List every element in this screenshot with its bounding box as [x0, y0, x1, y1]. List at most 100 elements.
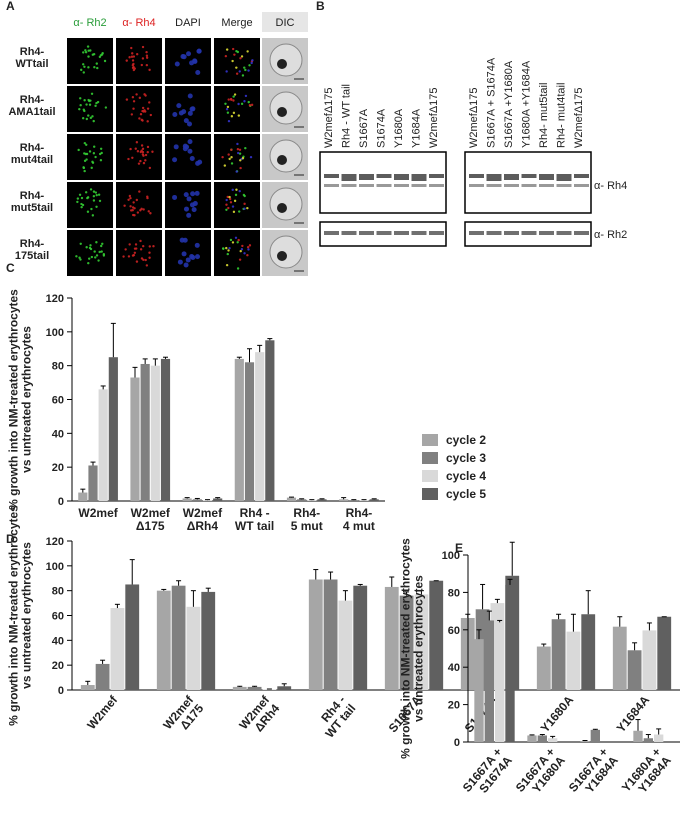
fluorescence-spot — [243, 252, 246, 255]
fluorescence-spot — [247, 69, 250, 72]
fluorescence-spot — [243, 194, 246, 198]
blot-band — [324, 231, 339, 235]
legend-swatch — [422, 434, 438, 446]
fluorescence-spot — [187, 93, 193, 99]
fluorescence-spot — [225, 198, 228, 202]
bar — [384, 586, 399, 690]
fluorescence-spot — [141, 150, 145, 154]
bar — [627, 650, 642, 690]
fluorescence-spot — [139, 159, 142, 163]
fluorescence-spot — [86, 196, 90, 199]
fluorescence-spot — [234, 236, 238, 239]
fluorescence-spot — [75, 255, 78, 258]
row-label: Rh4-WTtail — [16, 46, 49, 70]
fluorescence-spot — [83, 141, 87, 145]
fluorescence-spot — [246, 254, 249, 257]
fluorescence-spot — [243, 202, 246, 206]
row-label: Rh4-mut5tail — [11, 190, 53, 214]
fluorescence-spot — [133, 67, 136, 70]
fluorescence-spot — [139, 248, 143, 251]
fluorescence-spot — [144, 159, 147, 162]
fluorescence-spot — [145, 50, 148, 54]
fluorescence-spot — [223, 164, 227, 167]
lane-label: Rh4 - WT tail — [341, 84, 353, 148]
fluorescence-spot — [230, 148, 233, 152]
fluorescence-spot — [229, 238, 233, 242]
fluorescence-spot — [94, 104, 97, 108]
fluorescence-spot — [79, 97, 82, 100]
lane-label: Y1684A — [411, 108, 423, 148]
fluorescence-spot — [79, 258, 82, 261]
bar — [654, 734, 664, 742]
legend-label: cycle 4 — [446, 469, 486, 483]
bar — [80, 685, 95, 690]
x-tick-label: Rh4-4 mut — [343, 506, 375, 533]
fluorescence-spot — [141, 106, 145, 110]
fluorescence-spot — [148, 166, 152, 170]
fluorescence-spot — [141, 57, 145, 60]
fluorescence-spot — [97, 193, 101, 196]
fluorescence-spot — [135, 141, 139, 144]
fluorescence-spot — [139, 150, 142, 154]
fluorescence-spot — [148, 245, 151, 248]
y-tick-label: 40 — [448, 662, 460, 674]
fluorescence-spot — [146, 196, 149, 200]
blot-label: α- Rh4 — [594, 180, 627, 192]
dic-cell — [269, 91, 303, 125]
fluorescence-spot — [131, 52, 134, 55]
blot-band — [429, 184, 444, 187]
y-tick-label: 20 — [52, 462, 64, 474]
fluorescence-spot — [145, 63, 149, 67]
row-label: Rh4-mut4tail — [11, 142, 53, 166]
fluorescence-spot — [144, 110, 147, 113]
bar — [323, 579, 338, 690]
fluorescence-spot — [78, 107, 81, 111]
fluorescence-spot — [225, 263, 229, 267]
column-header: α- Rh4 — [122, 17, 155, 29]
fluorescence-spot — [226, 105, 230, 109]
fluorescence-spot — [92, 119, 95, 123]
fluorescence-spot — [134, 147, 137, 150]
fluorescence-spot — [84, 49, 87, 52]
blot-band — [556, 174, 572, 181]
y-tick-label: 100 — [442, 550, 460, 562]
fluorescence-spot — [176, 103, 182, 109]
bar — [108, 357, 118, 501]
fluorescence-spot — [93, 65, 96, 69]
fluorescence-spot — [124, 248, 127, 251]
fluorescence-spot — [140, 63, 144, 67]
fluorescence-spot — [145, 264, 149, 267]
fluorescence-spot — [243, 66, 246, 69]
column-header-bg — [262, 12, 308, 32]
fluorescence-spot — [148, 101, 151, 104]
bar — [130, 377, 140, 501]
bar — [536, 646, 551, 690]
micrograph — [214, 86, 260, 132]
fluorescence-spot — [92, 152, 96, 155]
fluorescence-spot — [76, 197, 80, 200]
x-tick-label: W2mefΔ175 — [160, 692, 207, 740]
fluorescence-spot — [129, 205, 132, 208]
fluorescence-spot — [227, 153, 230, 156]
y-tick-label: 80 — [52, 586, 64, 598]
fluorescence-spot — [140, 207, 143, 211]
legend-swatch — [422, 452, 438, 464]
fluorescence-spot — [125, 59, 128, 62]
fluorescence-spot — [146, 120, 149, 123]
fluorescence-spot — [241, 157, 245, 160]
fluorescence-spot — [231, 47, 235, 51]
blot-band — [376, 174, 392, 178]
fluorescence-spot — [87, 261, 90, 265]
bar — [98, 389, 108, 501]
fluorescence-spot — [99, 147, 103, 150]
y-tick-label: 40 — [52, 635, 64, 647]
bar — [308, 579, 323, 690]
micrograph — [214, 134, 260, 180]
bar — [247, 686, 262, 690]
legend-label: cycle 2 — [446, 433, 486, 447]
fluorescence-spot — [138, 117, 141, 120]
fluorescence-spot — [173, 144, 179, 150]
fluorescence-spot — [81, 203, 85, 207]
fluorescence-spot — [239, 249, 242, 253]
fluorescence-spot — [181, 109, 187, 115]
